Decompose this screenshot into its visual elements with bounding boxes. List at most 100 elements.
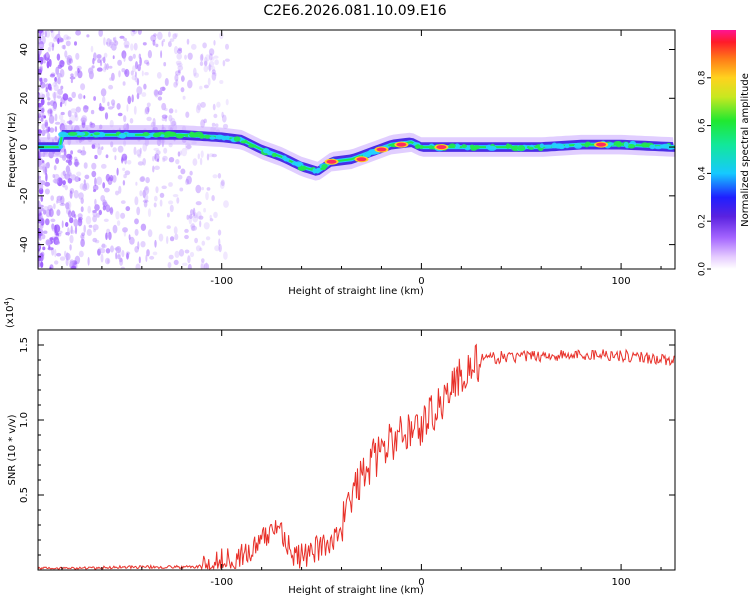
ridge-blob	[654, 146, 662, 150]
noise-speckle	[56, 252, 62, 257]
noise-speckle	[80, 150, 87, 156]
noise-speckle	[144, 193, 149, 202]
noise-speckle	[225, 43, 229, 50]
noise-speckle	[60, 85, 64, 90]
ridge-blob	[487, 145, 497, 151]
noise-speckle	[54, 80, 58, 84]
noise-speckle	[213, 211, 218, 219]
noise-speckle	[88, 67, 94, 75]
noise-speckle	[116, 103, 121, 110]
spectrogram-x-label: Height of straight line (km)	[288, 286, 424, 297]
noise-speckle	[56, 195, 63, 201]
noise-speckle	[142, 199, 149, 203]
noise-speckle	[38, 215, 44, 224]
noise-speckle	[104, 62, 107, 71]
noise-speckle	[112, 55, 115, 60]
noise-speckle	[77, 149, 82, 154]
noise-speckle	[104, 187, 110, 193]
noise-speckle	[174, 74, 179, 82]
noise-speckle	[55, 157, 60, 164]
noise-speckle	[123, 37, 127, 42]
noise-speckle	[77, 70, 83, 79]
noise-speckle	[181, 75, 185, 82]
noise-speckle	[218, 244, 222, 253]
noise-speckle	[99, 248, 106, 254]
noise-speckle	[200, 119, 206, 128]
noise-speckle	[68, 159, 73, 166]
ridge-blob	[58, 144, 64, 149]
noise-speckle	[168, 200, 174, 205]
noise-speckle	[69, 217, 74, 224]
noise-speckle	[83, 224, 86, 233]
noise-speckle	[207, 64, 213, 71]
noise-speckle	[192, 214, 199, 223]
spectrogram-y-tick-label: -20	[19, 188, 30, 204]
colorbar-tick-label: 0.0	[698, 262, 708, 277]
noise-speckle	[62, 154, 67, 161]
noise-speckle	[91, 144, 96, 149]
noise-speckle	[84, 174, 90, 180]
noise-speckle	[101, 163, 107, 169]
noise-speckle	[45, 51, 49, 58]
noise-speckle	[49, 237, 54, 241]
noise-speckle	[43, 54, 47, 61]
noise-speckle	[38, 129, 42, 134]
noise-speckle	[168, 114, 173, 122]
noise-speckle	[48, 208, 54, 218]
noise-speckle	[197, 153, 200, 160]
noise-speckle	[112, 224, 118, 234]
noise-speckle	[38, 209, 41, 214]
ridge-blob	[294, 161, 303, 167]
noise-speckle	[157, 158, 160, 163]
noise-speckle	[178, 249, 185, 257]
noise-speckle	[59, 101, 63, 108]
noise-speckle	[78, 217, 83, 221]
noise-speckle	[177, 165, 181, 170]
noise-speckle	[80, 206, 84, 213]
noise-speckle	[173, 259, 179, 266]
noise-speckle	[205, 191, 209, 201]
noise-speckle	[130, 43, 134, 51]
noise-speckle	[199, 220, 202, 228]
noise-speckle	[77, 213, 83, 219]
ridge-blob	[472, 145, 481, 150]
ridge-blob	[199, 134, 205, 139]
noise-speckle	[108, 84, 114, 90]
noise-speckle	[115, 210, 120, 220]
noise-speckle	[182, 95, 186, 100]
noise-speckle	[205, 236, 211, 241]
noise-speckle	[175, 159, 180, 165]
noise-speckle	[206, 153, 210, 161]
noise-speckle	[140, 223, 147, 231]
noise-speckle	[65, 252, 69, 261]
noise-speckle	[102, 182, 106, 189]
noise-speckle	[65, 165, 71, 174]
ridge-hotspot	[396, 142, 407, 147]
noise-speckle	[54, 77, 57, 82]
noise-speckle	[38, 260, 41, 268]
noise-speckle	[102, 96, 106, 104]
noise-speckle	[78, 250, 84, 258]
noise-speckle	[73, 156, 78, 161]
noise-speckle	[63, 34, 69, 41]
noise-speckle	[185, 111, 190, 118]
noise-speckle	[149, 255, 155, 260]
noise-speckle	[83, 162, 88, 169]
noise-speckle	[82, 146, 85, 155]
noise-speckle	[100, 88, 107, 97]
noise-speckle	[108, 65, 113, 69]
noise-speckle	[92, 210, 97, 213]
noise-speckle	[216, 101, 221, 108]
noise-speckle	[39, 77, 42, 82]
noise-speckle	[133, 105, 137, 115]
noise-speckle	[60, 119, 66, 124]
noise-speckle	[192, 207, 196, 217]
ridge-blob	[551, 142, 558, 149]
snr-multiplier-label: (x104)	[3, 297, 16, 328]
noise-speckle	[80, 83, 86, 91]
ridge-blob	[93, 132, 100, 136]
noise-speckle	[191, 225, 198, 231]
noise-speckle	[105, 257, 111, 265]
noise-speckle	[186, 38, 190, 45]
